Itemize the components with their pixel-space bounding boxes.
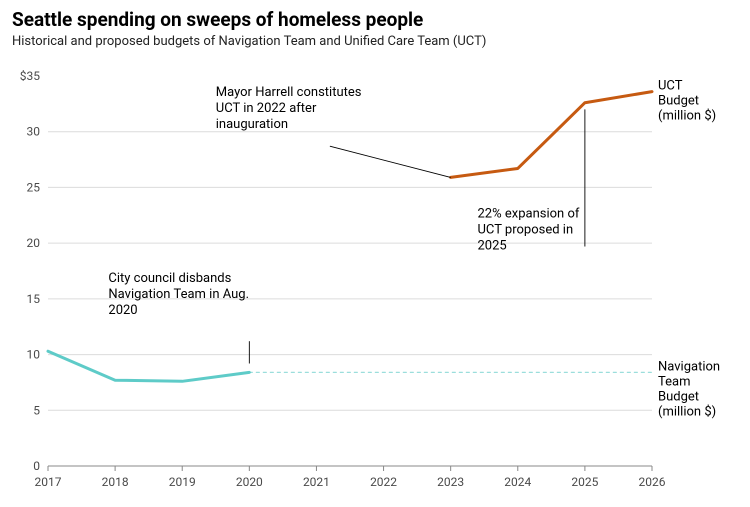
y-tick-label: 20 (27, 236, 41, 250)
y-tick-label: 5 (33, 403, 40, 417)
series-label-navigation-line: Team (658, 374, 691, 389)
annotation-uct-formed-text: UCT in 2022 after (216, 101, 317, 116)
series-label-navigation: NavigationTeamBudget(million $) (658, 359, 720, 419)
annotation-nav-disband-text: Navigation Team in Aug. (108, 287, 249, 302)
annotation-nav-disband-text: City council disbands (108, 271, 231, 286)
chart-subtitle: Historical and proposed budgets of Navig… (12, 34, 486, 49)
annotation-uct-formed-text: inauguration (216, 117, 288, 132)
annotation-uct-formed-text: Mayor Harrell constitutes (216, 85, 362, 100)
annotation-uct-expansion-text: 22% expansion of (478, 207, 580, 222)
x-tick-label: 2025 (571, 475, 598, 489)
x-tick-label: 2023 (437, 475, 464, 489)
series-label-uct-line: (million $) (658, 109, 716, 124)
series-label-navigation-line: (million $) (658, 404, 716, 419)
series-navigation (48, 351, 249, 381)
series-label-navigation-line: Navigation (658, 359, 720, 374)
x-tick-label: 2020 (236, 475, 263, 489)
y-tick-label: 10 (27, 348, 41, 362)
series-uct (451, 92, 652, 178)
series-label-uct-line: UCT (658, 79, 683, 94)
series-label-navigation-line: Budget (658, 389, 699, 404)
series-label-uct: UCTBudget(million $) (658, 79, 716, 124)
x-tick-label: 2019 (169, 475, 196, 489)
y-tick-label: 25 (27, 180, 41, 194)
y-tick-label: 0 (33, 459, 40, 473)
annotation-nav-disband: City council disbandsNavigation Team in … (108, 271, 249, 363)
x-tick-label: 2018 (102, 475, 129, 489)
annotation-uct-expansion-text: 2025 (478, 239, 507, 254)
x-tick-label: 2022 (370, 475, 397, 489)
y-tick-label: 30 (27, 125, 41, 139)
x-tick-label: 2017 (35, 475, 62, 489)
annotation-nav-disband-text: 2020 (108, 303, 137, 318)
y-axis-top-label: $35 (20, 69, 40, 83)
series-label-uct-line: Budget (658, 94, 699, 109)
chart-title: Seattle spending on sweeps of homeless p… (12, 8, 423, 31)
annotation-uct-formed-leader (330, 146, 451, 177)
x-tick-label: 2021 (303, 475, 330, 489)
annotation-uct-expansion-text: UCT proposed in (478, 223, 574, 238)
y-tick-label: 15 (27, 292, 41, 306)
chart-plot: 051015202530$352017201820192020202120222… (12, 58, 738, 498)
x-tick-label: 2026 (639, 475, 666, 489)
x-tick-label: 2024 (504, 475, 531, 489)
annotation-uct-expansion: 22% expansion ofUCT proposed in2025 (478, 109, 585, 253)
